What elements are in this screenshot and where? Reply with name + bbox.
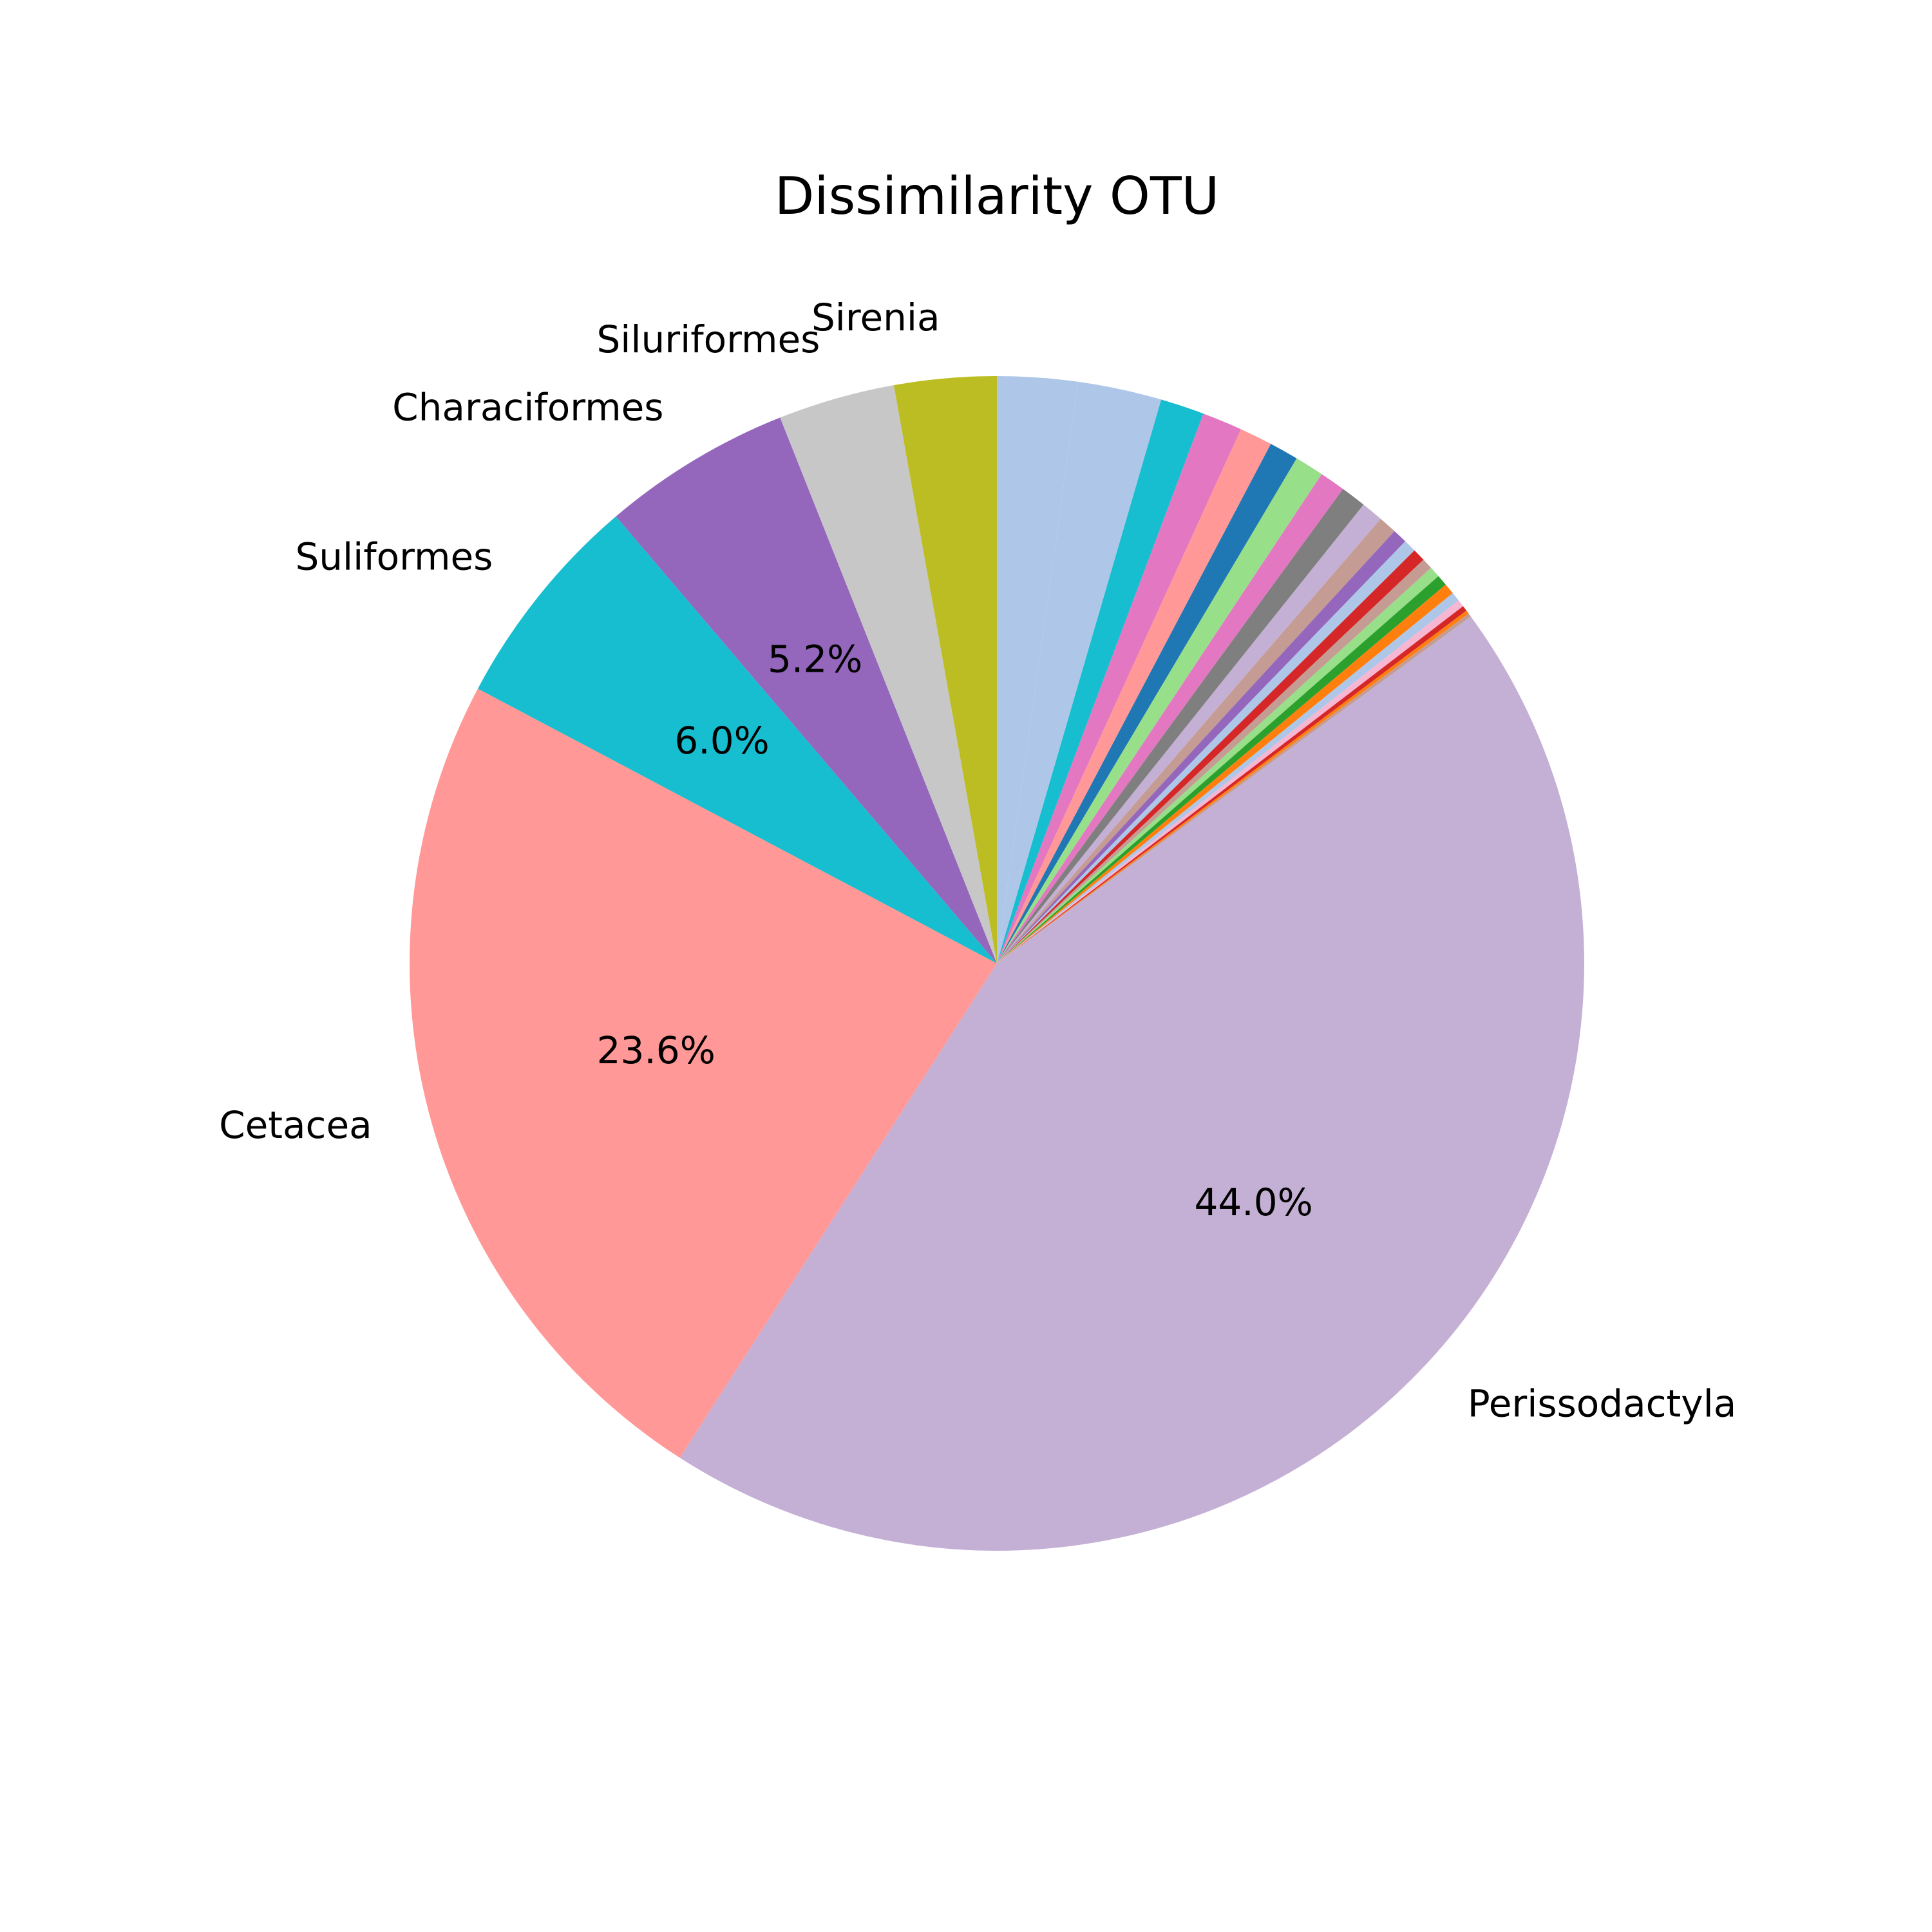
- pie-slice-1: [997, 381, 1162, 963]
- chart-title: Dissimilarity OTU: [775, 166, 1219, 226]
- slice-label-suliformes: Suliformes: [295, 535, 493, 579]
- pie-slice-5: [997, 444, 1297, 963]
- pie-slice-16: [997, 576, 1446, 963]
- pie-slice-20: [997, 606, 1467, 963]
- pie-slice-18: [997, 592, 1459, 963]
- pie-slice-10: [997, 518, 1395, 963]
- pie-slice-sirenia: [893, 376, 997, 963]
- slice-label-sirenia: Sirenia: [811, 296, 940, 339]
- slice-label-cetacea: Cetacea: [219, 1103, 372, 1147]
- pie-slice-11: [997, 531, 1406, 963]
- slice-percent-suliformes: 6.0%: [674, 719, 769, 762]
- pie-slice-21: [997, 611, 1469, 963]
- pie-slices: [410, 376, 1584, 1551]
- pie-slice-perissodactyla: [679, 616, 1584, 1551]
- pie-slice-22: [997, 613, 1471, 963]
- pie-labels: Perissodactyla 44.0% Cetacea 23.6% Suliforme…: [219, 296, 1736, 1425]
- pie-slice-17: [997, 584, 1453, 963]
- pie-slice-13: [997, 550, 1424, 963]
- pie-slice-8: [997, 489, 1364, 963]
- pie-slice-19: [997, 600, 1463, 963]
- pie-slice-6: [997, 458, 1322, 963]
- pie-slice-12: [997, 541, 1415, 963]
- pie-slice-4: [997, 429, 1271, 963]
- slice-percent-cetacea: 23.6%: [597, 1028, 715, 1072]
- pie-slice-3: [997, 413, 1241, 963]
- pie-slice-14: [997, 560, 1432, 963]
- pie-slice-siluriformes: [780, 385, 997, 963]
- pie-slice-15: [997, 567, 1439, 963]
- pie-slice-suliformes: [477, 516, 997, 963]
- slice-percent-perissodactyla: 44.0%: [1194, 1180, 1312, 1224]
- pie-slice-9: [997, 504, 1381, 963]
- pie-slice-cetacea: [410, 688, 997, 1458]
- slice-percent-characiformes: 5.2%: [768, 637, 862, 681]
- pie-slice-0: [997, 376, 1079, 963]
- pie-slice-7: [997, 474, 1343, 963]
- pie-slice-characiformes: [616, 417, 997, 963]
- slice-label-characiformes: Characiformes: [392, 386, 663, 430]
- pie-slice-2: [997, 399, 1204, 963]
- slice-label-perissodactyla: Perissodactyla: [1468, 1381, 1736, 1425]
- slice-label-siluriformes: Siluriformes: [596, 317, 820, 361]
